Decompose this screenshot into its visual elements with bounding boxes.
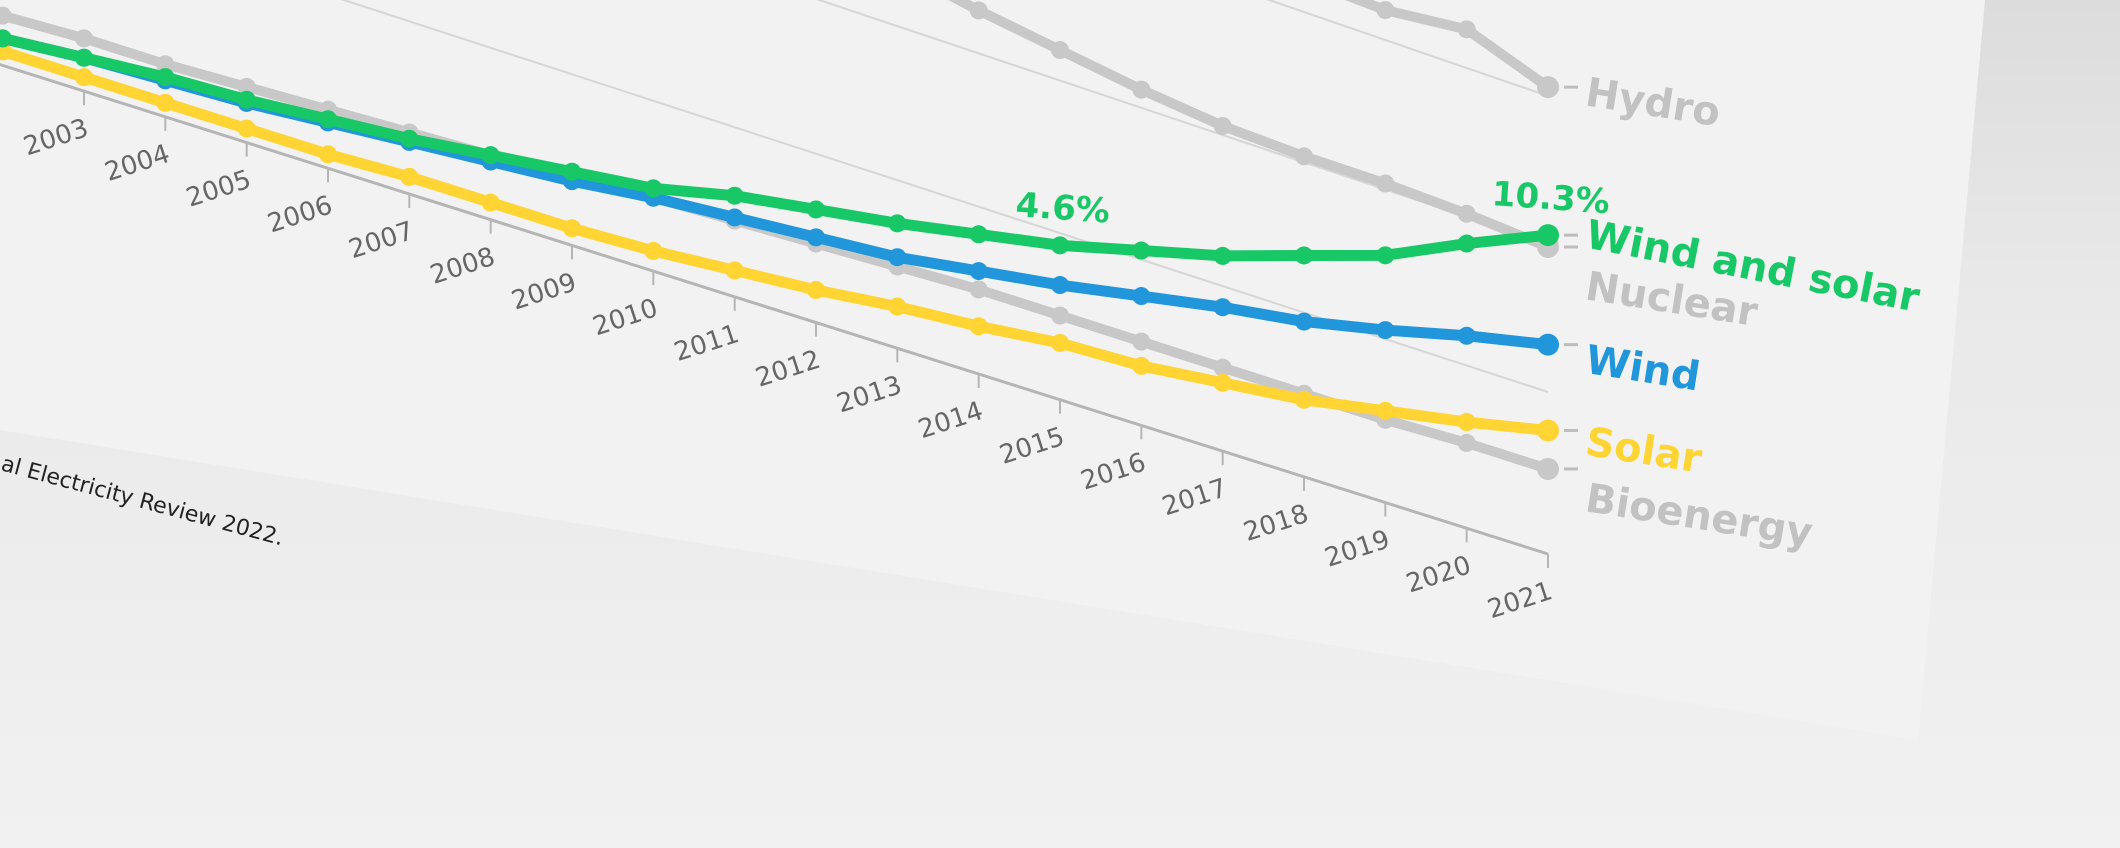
data-point-wind-and-solar [1376, 246, 1395, 265]
series-line-nuclear [948, 0, 1553, 252]
data-point-bioenergy [0, 6, 12, 25]
data-point-solar [1376, 401, 1395, 420]
data-point-nuclear [969, 1, 988, 20]
data-point-solar [1132, 356, 1151, 375]
data-point-solar [1537, 419, 1559, 442]
data-point-wind [1213, 298, 1232, 317]
data-point-wind [725, 208, 744, 227]
data-point-wind-and-solar [481, 146, 500, 165]
data-point-solar [1051, 333, 1069, 352]
series-line-wind-and-solar [0, 31, 1554, 262]
data-point-nuclear [1295, 147, 1313, 166]
data-point-solar [156, 93, 175, 112]
series-nuclear [948, 0, 1559, 258]
series-layer [0, 0, 1559, 480]
data-label-annotation: 4.6% [1014, 185, 1111, 231]
data-point-nuclear [1132, 80, 1151, 99]
data-point-bioenergy [1537, 457, 1559, 480]
data-point-nuclear [1376, 174, 1395, 193]
data-point-bioenergy [1457, 433, 1476, 452]
gridline [816, 0, 1549, 245]
data-point-solar [563, 219, 581, 238]
series-solar [0, 42, 1559, 442]
data-point-wind-and-solar [237, 90, 256, 109]
data-point-wind-and-solar [1132, 241, 1151, 260]
data-point-wind-and-solar [644, 179, 663, 198]
data-point-solar [400, 167, 419, 186]
data-point-wind-and-solar [0, 29, 12, 48]
series-hydro [1345, 0, 1559, 99]
data-point-nuclear [1051, 41, 1069, 60]
data-point-wind [1537, 333, 1559, 356]
data-point-bioenergy [156, 55, 175, 74]
data-point-hydro [1457, 20, 1476, 39]
data-point-wind [1295, 312, 1313, 331]
data-point-wind [1376, 321, 1395, 340]
data-point-solar [969, 317, 988, 336]
data-point-wind [1132, 287, 1151, 306]
data-point-wind-and-solar [156, 68, 175, 87]
data-point-solar [1457, 413, 1476, 432]
series-wind-and-solar [0, 29, 1559, 265]
data-point-wind-and-solar [400, 129, 419, 148]
data-point-hydro [1537, 76, 1559, 99]
data-point-solar [807, 280, 825, 299]
data-point-bioenergy [969, 280, 988, 299]
data-point-solar [319, 145, 337, 164]
data-point-wind [969, 262, 988, 281]
data-point-hydro [1376, 1, 1395, 20]
data-point-solar [644, 241, 663, 260]
data-label-annotation: 10.3% [1491, 174, 1611, 222]
data-point-wind [1457, 326, 1476, 345]
data-point-solar [75, 68, 93, 87]
data-point-solar [481, 193, 500, 212]
data-point-wind-and-solar [969, 225, 988, 244]
data-point-bioenergy [1132, 332, 1151, 351]
x-axis-line [0, 63, 1549, 556]
data-point-wind-and-solar [75, 48, 93, 67]
data-point-wind-and-solar [563, 162, 581, 181]
data-point-wind-and-solar [1213, 246, 1232, 265]
series-line-solar [0, 44, 1554, 436]
data-point-nuclear [1213, 116, 1232, 135]
gridlines [340, 0, 1549, 393]
data-point-solar [888, 297, 907, 316]
data-point-wind-and-solar [1457, 234, 1476, 253]
data-point-nuclear [1457, 204, 1476, 223]
data-point-wind [1051, 276, 1069, 295]
data-point-wind-and-solar [1295, 246, 1313, 265]
data-point-bioenergy [1213, 358, 1232, 377]
data-point-wind-and-solar [807, 200, 825, 219]
gridline [340, 0, 1549, 393]
data-point-wind [807, 228, 825, 247]
data-point-wind-and-solar [725, 186, 744, 205]
data-point-bioenergy [75, 29, 93, 48]
data-point-solar [1295, 390, 1313, 409]
chart-paper [0, 0, 1985, 740]
data-point-wind [888, 248, 907, 267]
data-point-bioenergy [1051, 306, 1069, 325]
data-point-solar [1213, 373, 1232, 392]
data-point-wind-and-solar [888, 214, 907, 233]
data-point-wind-and-solar [319, 110, 337, 129]
data-point-bioenergy [237, 77, 256, 96]
data-point-solar [725, 261, 744, 280]
data-point-solar [237, 119, 256, 138]
data-point-wind-and-solar [1051, 236, 1069, 255]
data-point-wind-and-solar [1537, 224, 1559, 247]
